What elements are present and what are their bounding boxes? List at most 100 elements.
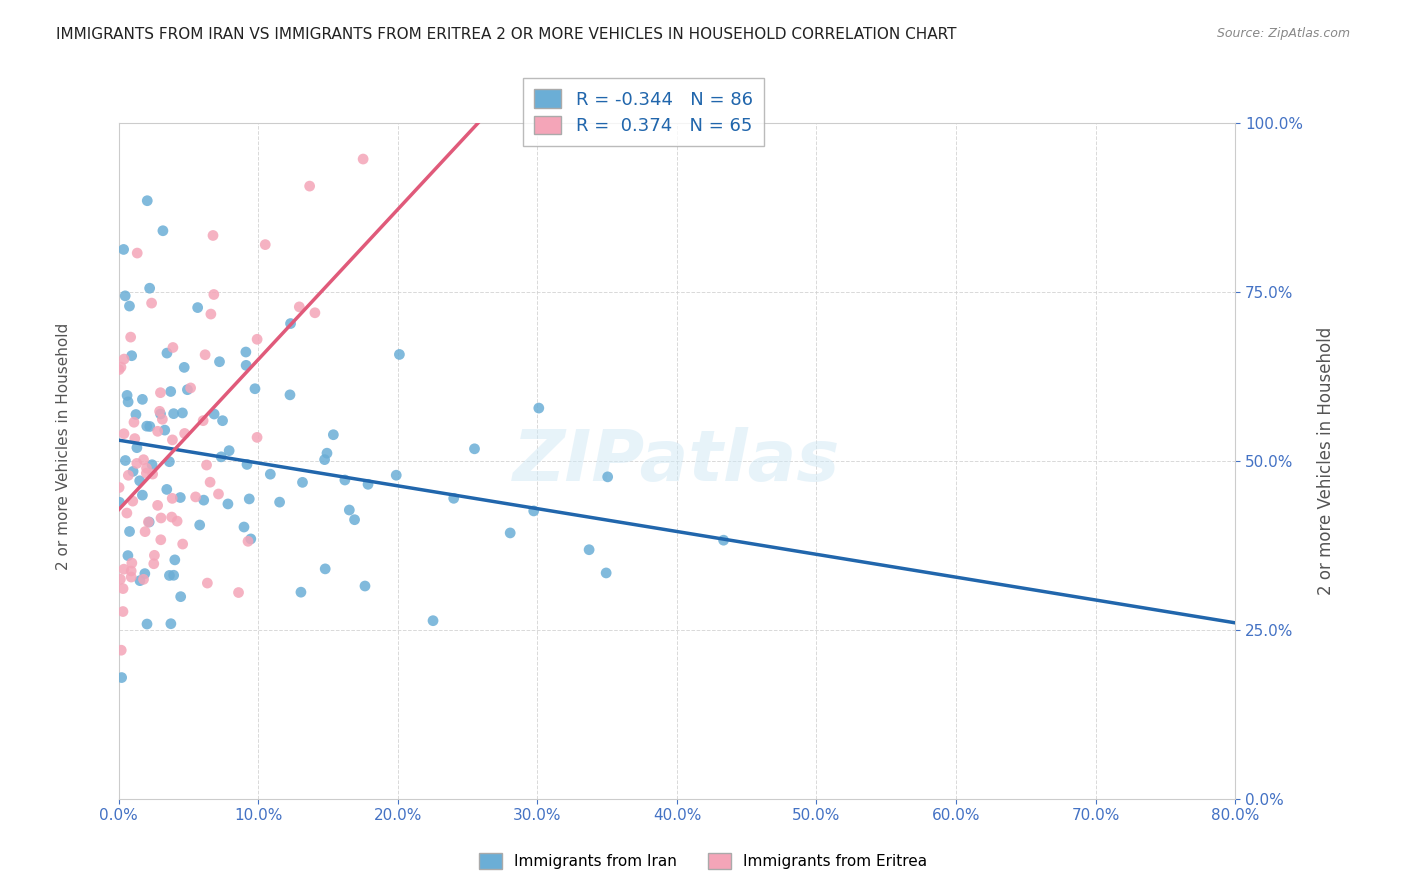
- Point: [316, 446, 339, 460]
- Point: [112, 562, 135, 576]
- Point: [111, 605, 134, 619]
- Point: [422, 614, 444, 628]
- Point: [200, 307, 222, 321]
- Point: [141, 296, 163, 310]
- Point: [122, 415, 145, 429]
- Point: [138, 515, 160, 529]
- Point: [159, 384, 181, 399]
- Point: [191, 414, 214, 428]
- Point: [180, 381, 202, 395]
- Point: [118, 524, 141, 539]
- Point: [118, 299, 141, 313]
- Point: [149, 404, 172, 418]
- Point: [110, 360, 132, 375]
- Point: [132, 452, 155, 467]
- Point: [343, 513, 366, 527]
- Legend: Immigrants from Iran, Immigrants from Eritrea: Immigrants from Iran, Immigrants from Er…: [472, 847, 934, 875]
- Point: [207, 487, 229, 501]
- Point: [291, 475, 314, 490]
- Point: [290, 585, 312, 599]
- Point: [149, 407, 172, 421]
- Point: [354, 579, 377, 593]
- Point: [236, 534, 259, 549]
- Point: [163, 553, 186, 567]
- Point: [173, 426, 195, 441]
- Point: [243, 382, 266, 396]
- Point: [108, 481, 131, 495]
- Point: [162, 433, 184, 447]
- Point: [142, 467, 165, 481]
- Point: [195, 576, 218, 591]
- Point: [385, 468, 408, 483]
- Point: [136, 617, 159, 632]
- Point: [146, 425, 169, 439]
- Point: [523, 504, 546, 518]
- Point: [357, 477, 380, 491]
- Point: [163, 568, 186, 582]
- Text: Source: ZipAtlas.com: Source: ZipAtlas.com: [1216, 27, 1350, 40]
- Point: [135, 466, 157, 480]
- Text: 2 or more Vehicles in Household: 2 or more Vehicles in Household: [56, 322, 70, 570]
- Point: [153, 423, 176, 437]
- Point: [188, 518, 211, 533]
- Text: IMMIGRANTS FROM IRAN VS IMMIGRANTS FROM ERITREA 2 OR MORE VEHICLES IN HOUSEHOLD : IMMIGRANTS FROM IRAN VS IMMIGRANTS FROM …: [56, 27, 956, 42]
- Point: [228, 585, 250, 599]
- Point: [443, 491, 465, 506]
- Point: [246, 332, 269, 346]
- Point: [150, 511, 173, 525]
- Point: [280, 317, 302, 331]
- Point: [238, 491, 260, 506]
- Point: [201, 228, 224, 243]
- Point: [112, 243, 135, 257]
- Point: [114, 453, 136, 467]
- Point: [121, 556, 143, 570]
- Point: [124, 432, 146, 446]
- Point: [208, 355, 231, 369]
- Point: [217, 497, 239, 511]
- Point: [159, 568, 181, 582]
- Point: [142, 557, 165, 571]
- Point: [235, 345, 257, 359]
- Point: [239, 532, 262, 546]
- Point: [150, 412, 173, 426]
- Point: [352, 152, 374, 166]
- Point: [110, 643, 132, 657]
- Point: [337, 503, 360, 517]
- Point: [173, 360, 195, 375]
- Point: [499, 525, 522, 540]
- Point: [131, 392, 153, 407]
- Point: [209, 450, 232, 464]
- Point: [233, 520, 256, 534]
- Point: [202, 407, 225, 421]
- Point: [125, 457, 148, 471]
- Point: [120, 330, 142, 344]
- Point: [160, 616, 183, 631]
- Point: [121, 494, 143, 508]
- Point: [157, 455, 180, 469]
- Legend: R = -0.344   N = 86, R =  0.374   N = 65: R = -0.344 N = 86, R = 0.374 N = 65: [523, 78, 763, 146]
- Point: [141, 458, 163, 472]
- Point: [314, 562, 336, 576]
- Point: [112, 582, 135, 596]
- Point: [170, 590, 193, 604]
- Point: [135, 419, 157, 434]
- Point: [193, 493, 215, 508]
- Point: [139, 419, 162, 434]
- Point: [333, 473, 356, 487]
- Point: [254, 237, 277, 252]
- Point: [135, 461, 157, 475]
- Point: [136, 194, 159, 208]
- Point: [160, 510, 183, 524]
- Point: [184, 490, 207, 504]
- Point: [125, 441, 148, 455]
- Point: [134, 566, 156, 581]
- Point: [127, 246, 149, 260]
- Point: [112, 426, 135, 441]
- Point: [236, 458, 259, 472]
- Point: [288, 300, 311, 314]
- Point: [117, 549, 139, 563]
- Point: [259, 467, 281, 482]
- Point: [322, 427, 344, 442]
- Point: [162, 407, 184, 421]
- Point: [235, 359, 257, 373]
